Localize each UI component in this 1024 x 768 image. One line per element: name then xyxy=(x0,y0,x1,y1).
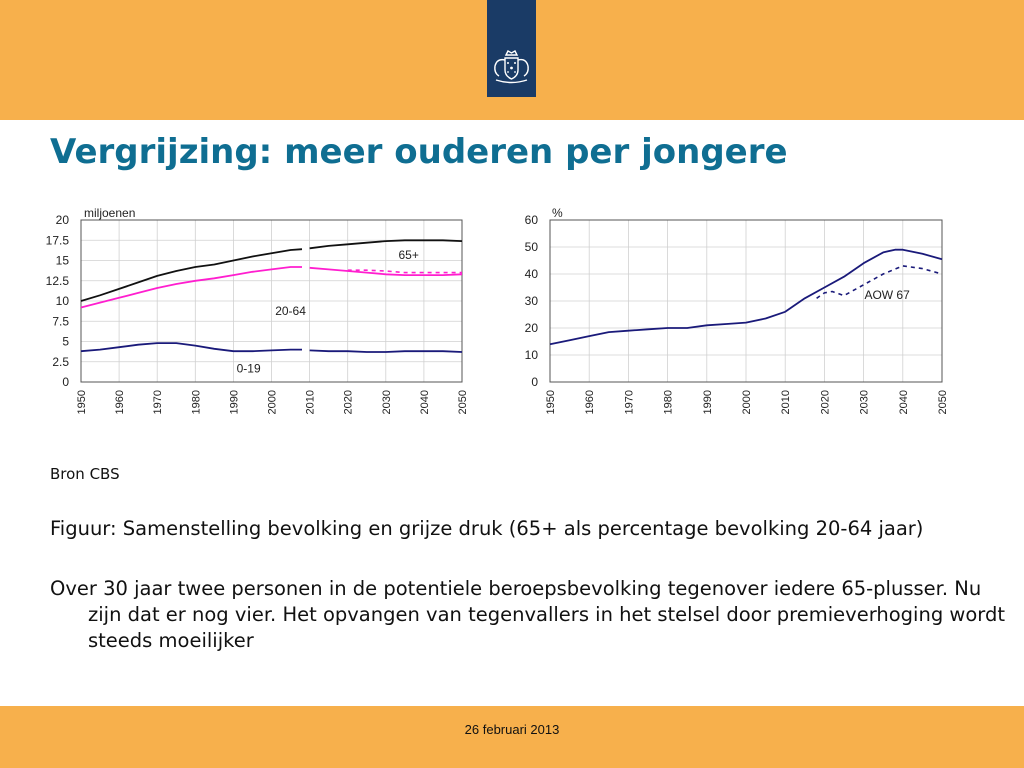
unit-label: % xyxy=(552,206,563,220)
body-text: Over 30 jaar twee personen in de potenti… xyxy=(50,577,1005,652)
slide-title: Vergrijzing: meer ouderen per jongere xyxy=(50,132,788,172)
x-tick-label: 1990 xyxy=(228,390,240,414)
x-tick-label: 1970 xyxy=(623,390,635,414)
series-line-age_20_64_projection xyxy=(309,266,463,276)
y-tick-label: 10 xyxy=(56,294,70,308)
series-line-age_20_64_aow67 xyxy=(347,269,462,274)
y-tick-label: 15 xyxy=(56,254,70,268)
x-tick-label: 2000 xyxy=(741,390,753,414)
x-tick-label: 2020 xyxy=(819,390,831,414)
x-tick-label: 2030 xyxy=(859,390,871,414)
y-tick-label: 0 xyxy=(62,375,69,389)
x-tick-label: 1950 xyxy=(545,390,557,414)
y-tick-label: 50 xyxy=(525,240,539,254)
footer-band xyxy=(0,706,1024,768)
series-annotation: 0-19 xyxy=(237,361,261,375)
x-tick-label: 1980 xyxy=(190,390,202,414)
y-tick-label: 5 xyxy=(62,335,69,349)
x-tick-label: 2040 xyxy=(898,390,910,414)
x-tick-label: 2020 xyxy=(343,390,355,414)
population-chart: 0 2.5 5 7.5 10 12.5 15 17.5 20 1950 1960 1970 1980 19… xyxy=(46,206,469,414)
y-tick-label: 40 xyxy=(525,267,539,281)
x-tick-label: 1950 xyxy=(76,390,88,414)
x-tick-label: 1960 xyxy=(114,390,126,414)
x-tick-label: 1980 xyxy=(663,390,675,414)
y-tick-label: 20 xyxy=(525,321,539,335)
y-tick-label: 2.5 xyxy=(52,355,69,369)
series-annotation: 65+ xyxy=(398,248,418,262)
series-line-grey_pressure xyxy=(549,248,943,346)
series-line-age_0_19_projection xyxy=(309,349,463,353)
x-tick-label: 1990 xyxy=(702,390,714,414)
figure-caption: Figuur: Samenstelling bevolking en grijz… xyxy=(50,517,924,540)
footer-date: 26 februari 2013 xyxy=(464,722,560,737)
series-annotation: AOW 67 xyxy=(864,288,910,302)
y-tick-label: 12.5 xyxy=(46,274,70,288)
x-tick-label: 2050 xyxy=(937,390,949,414)
x-tick-label: 1970 xyxy=(152,390,164,414)
x-tick-label: 2030 xyxy=(381,390,393,414)
y-tick-label: 60 xyxy=(525,213,539,227)
logo-box xyxy=(487,0,536,97)
y-tick-label: 10 xyxy=(525,348,539,362)
series-line-age_20_64_history xyxy=(80,266,302,309)
x-tick-label: 2000 xyxy=(267,390,279,414)
x-tick-label: 2050 xyxy=(457,390,469,414)
y-tick-label: 17.5 xyxy=(46,233,70,247)
source-note: Bron CBS xyxy=(50,465,120,483)
unit-label: miljoenen xyxy=(84,206,135,220)
series-line-age_0_19_history xyxy=(80,342,302,353)
y-tick-label: 20 xyxy=(56,213,70,227)
series-line-total xyxy=(80,248,303,302)
y-tick-label: 30 xyxy=(525,294,539,308)
coat-of-arms-icon xyxy=(494,50,529,84)
x-tick-label: 2010 xyxy=(305,390,317,414)
series-annotation: 20-64 xyxy=(275,304,306,318)
y-tick-label: 7.5 xyxy=(52,314,69,328)
x-tick-label: 1960 xyxy=(584,390,596,414)
y-tick-label: 0 xyxy=(531,375,538,389)
plot-frame xyxy=(549,219,943,383)
series-line-total_projection xyxy=(309,239,463,250)
x-tick-label: 2010 xyxy=(780,390,792,414)
x-tick-label: 2040 xyxy=(419,390,431,414)
